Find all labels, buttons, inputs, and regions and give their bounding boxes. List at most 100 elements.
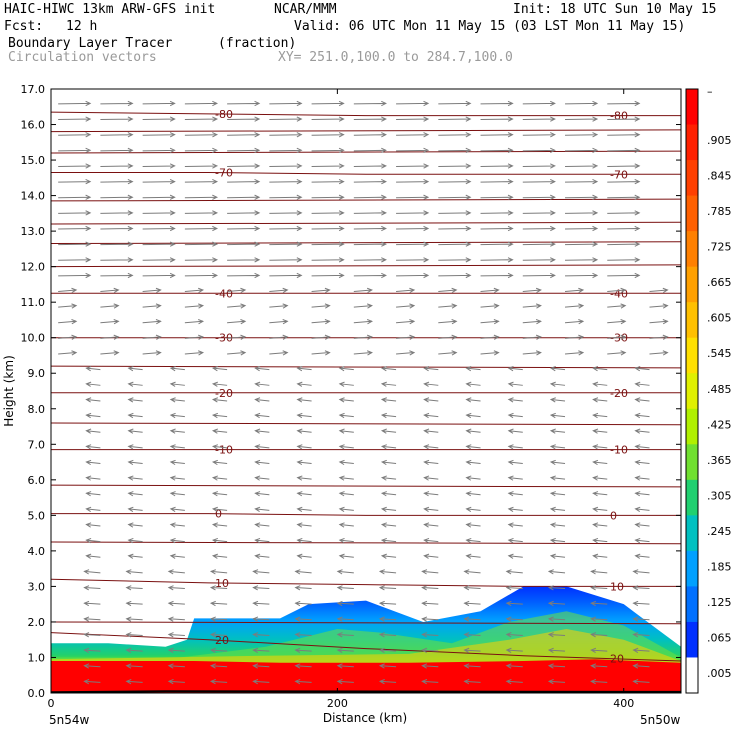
circulation-vector [184, 147, 219, 154]
colorbar-label: .065 [707, 631, 732, 644]
circulation-vector [58, 241, 92, 247]
circulation-vector [254, 444, 270, 450]
circulation-vector [167, 600, 185, 607]
circulation-vector [336, 585, 354, 591]
circulation-vector [632, 616, 650, 622]
circulation-vector [634, 506, 650, 512]
circulation-vector [353, 147, 387, 154]
circulation-vector [632, 569, 650, 575]
circulation-vector [438, 241, 472, 247]
circulation-vector [85, 444, 101, 450]
y-tick-label: 16.0 [21, 119, 46, 132]
circulation-vector [125, 647, 143, 653]
circulation-vector [142, 272, 176, 279]
axis-layer: 0.0 1.0 2.0 3.0 4.0 5.0 6.0 7.0 8.0 9.0 10.0 11.0 12… [21, 83, 681, 710]
circulation-vector [169, 553, 185, 559]
circulation-vector [396, 303, 416, 309]
circulation-vector [184, 163, 219, 169]
circulation-vector [438, 194, 472, 200]
circulation-vector [58, 132, 92, 138]
circulation-vector [505, 663, 523, 669]
circulation-vector [58, 319, 78, 325]
circulation-vector [338, 428, 354, 434]
temperature-contour [50, 198, 682, 202]
circulation-vector [125, 600, 143, 607]
colorbar-label: .545 [707, 347, 732, 360]
circulation-vector [100, 179, 134, 185]
circulation-vector [311, 241, 345, 247]
circulation-vector [252, 616, 270, 622]
circulation-vector [378, 569, 397, 575]
circulation-vector [169, 366, 185, 372]
circulation-vector [269, 132, 303, 138]
circulation-vector [252, 663, 270, 669]
circulation-vector [649, 334, 669, 340]
circulation-vector [592, 444, 608, 450]
circulation-vector [564, 334, 585, 340]
circulation-vector [547, 678, 566, 685]
circulation-vector [353, 116, 387, 122]
circulation-vector [85, 381, 101, 387]
circulation-vector [269, 147, 303, 154]
circulation-vector [547, 585, 566, 591]
circulation-vector [421, 616, 439, 622]
circulation-vector [83, 663, 101, 669]
circulation-vector [564, 319, 585, 325]
circulation-vector [522, 163, 556, 169]
circulation-vector [338, 366, 354, 372]
circulation-vector [507, 553, 523, 559]
temperature-contour [50, 621, 682, 625]
circulation-vector [547, 569, 566, 575]
circulation-vector [211, 381, 228, 387]
circulation-vector [311, 210, 345, 216]
circulation-vector [522, 272, 556, 279]
y-tick-label: 10.0 [21, 332, 46, 345]
circulation-vector [58, 303, 78, 309]
circulation-vector [167, 663, 185, 669]
circulation-vector [338, 475, 354, 481]
circulation-vector [480, 303, 500, 309]
circulation-vector [184, 272, 219, 279]
contour-label: 20 [215, 634, 229, 647]
circulation-vector [125, 616, 143, 622]
circulation-vector [296, 475, 312, 481]
circulation-vector [590, 569, 608, 575]
circulation-vector [100, 116, 134, 122]
circulation-vector [58, 147, 92, 154]
temperature-contour [50, 150, 682, 154]
circulation-vector [58, 163, 92, 169]
circulation-vector [565, 100, 599, 107]
contour-label: 10 [610, 580, 624, 593]
circulation-vector [396, 334, 416, 340]
circulation-vector [184, 179, 219, 185]
contour-label: -10 [610, 444, 628, 457]
circulation-vector [269, 225, 303, 232]
colorbar-swatch [686, 302, 698, 339]
circulation-vector [353, 350, 373, 356]
circulation-vector [83, 632, 101, 638]
circulation-vector [423, 444, 439, 450]
circulation-vector [423, 412, 439, 419]
circulation-vector [269, 163, 303, 169]
circulation-vector [565, 194, 599, 200]
circulation-vector [634, 428, 650, 434]
circulation-vector [127, 444, 143, 450]
circulation-vector [254, 553, 270, 559]
circulation-vector [127, 475, 143, 481]
colorbar: – .905 .845 .785 .725 .665 .605 .545 .485 .425 .36… [685, 85, 732, 694]
circulation-vector [269, 303, 289, 309]
circulation-vector [169, 397, 185, 403]
circulation-vector [465, 459, 481, 466]
circulation-vector [142, 116, 176, 122]
circulation-vector [632, 663, 650, 669]
circulation-vector [507, 522, 523, 528]
circulation-vector [269, 194, 303, 200]
circulation-vector [565, 225, 599, 232]
circulation-vector [353, 319, 373, 325]
circulation-vector [227, 303, 247, 309]
y-tick-label: 2.0 [28, 616, 46, 629]
circulation-vector [336, 616, 354, 622]
circulation-vector [522, 194, 556, 200]
circulation-vector [607, 132, 641, 138]
circulation-vector [294, 678, 312, 685]
